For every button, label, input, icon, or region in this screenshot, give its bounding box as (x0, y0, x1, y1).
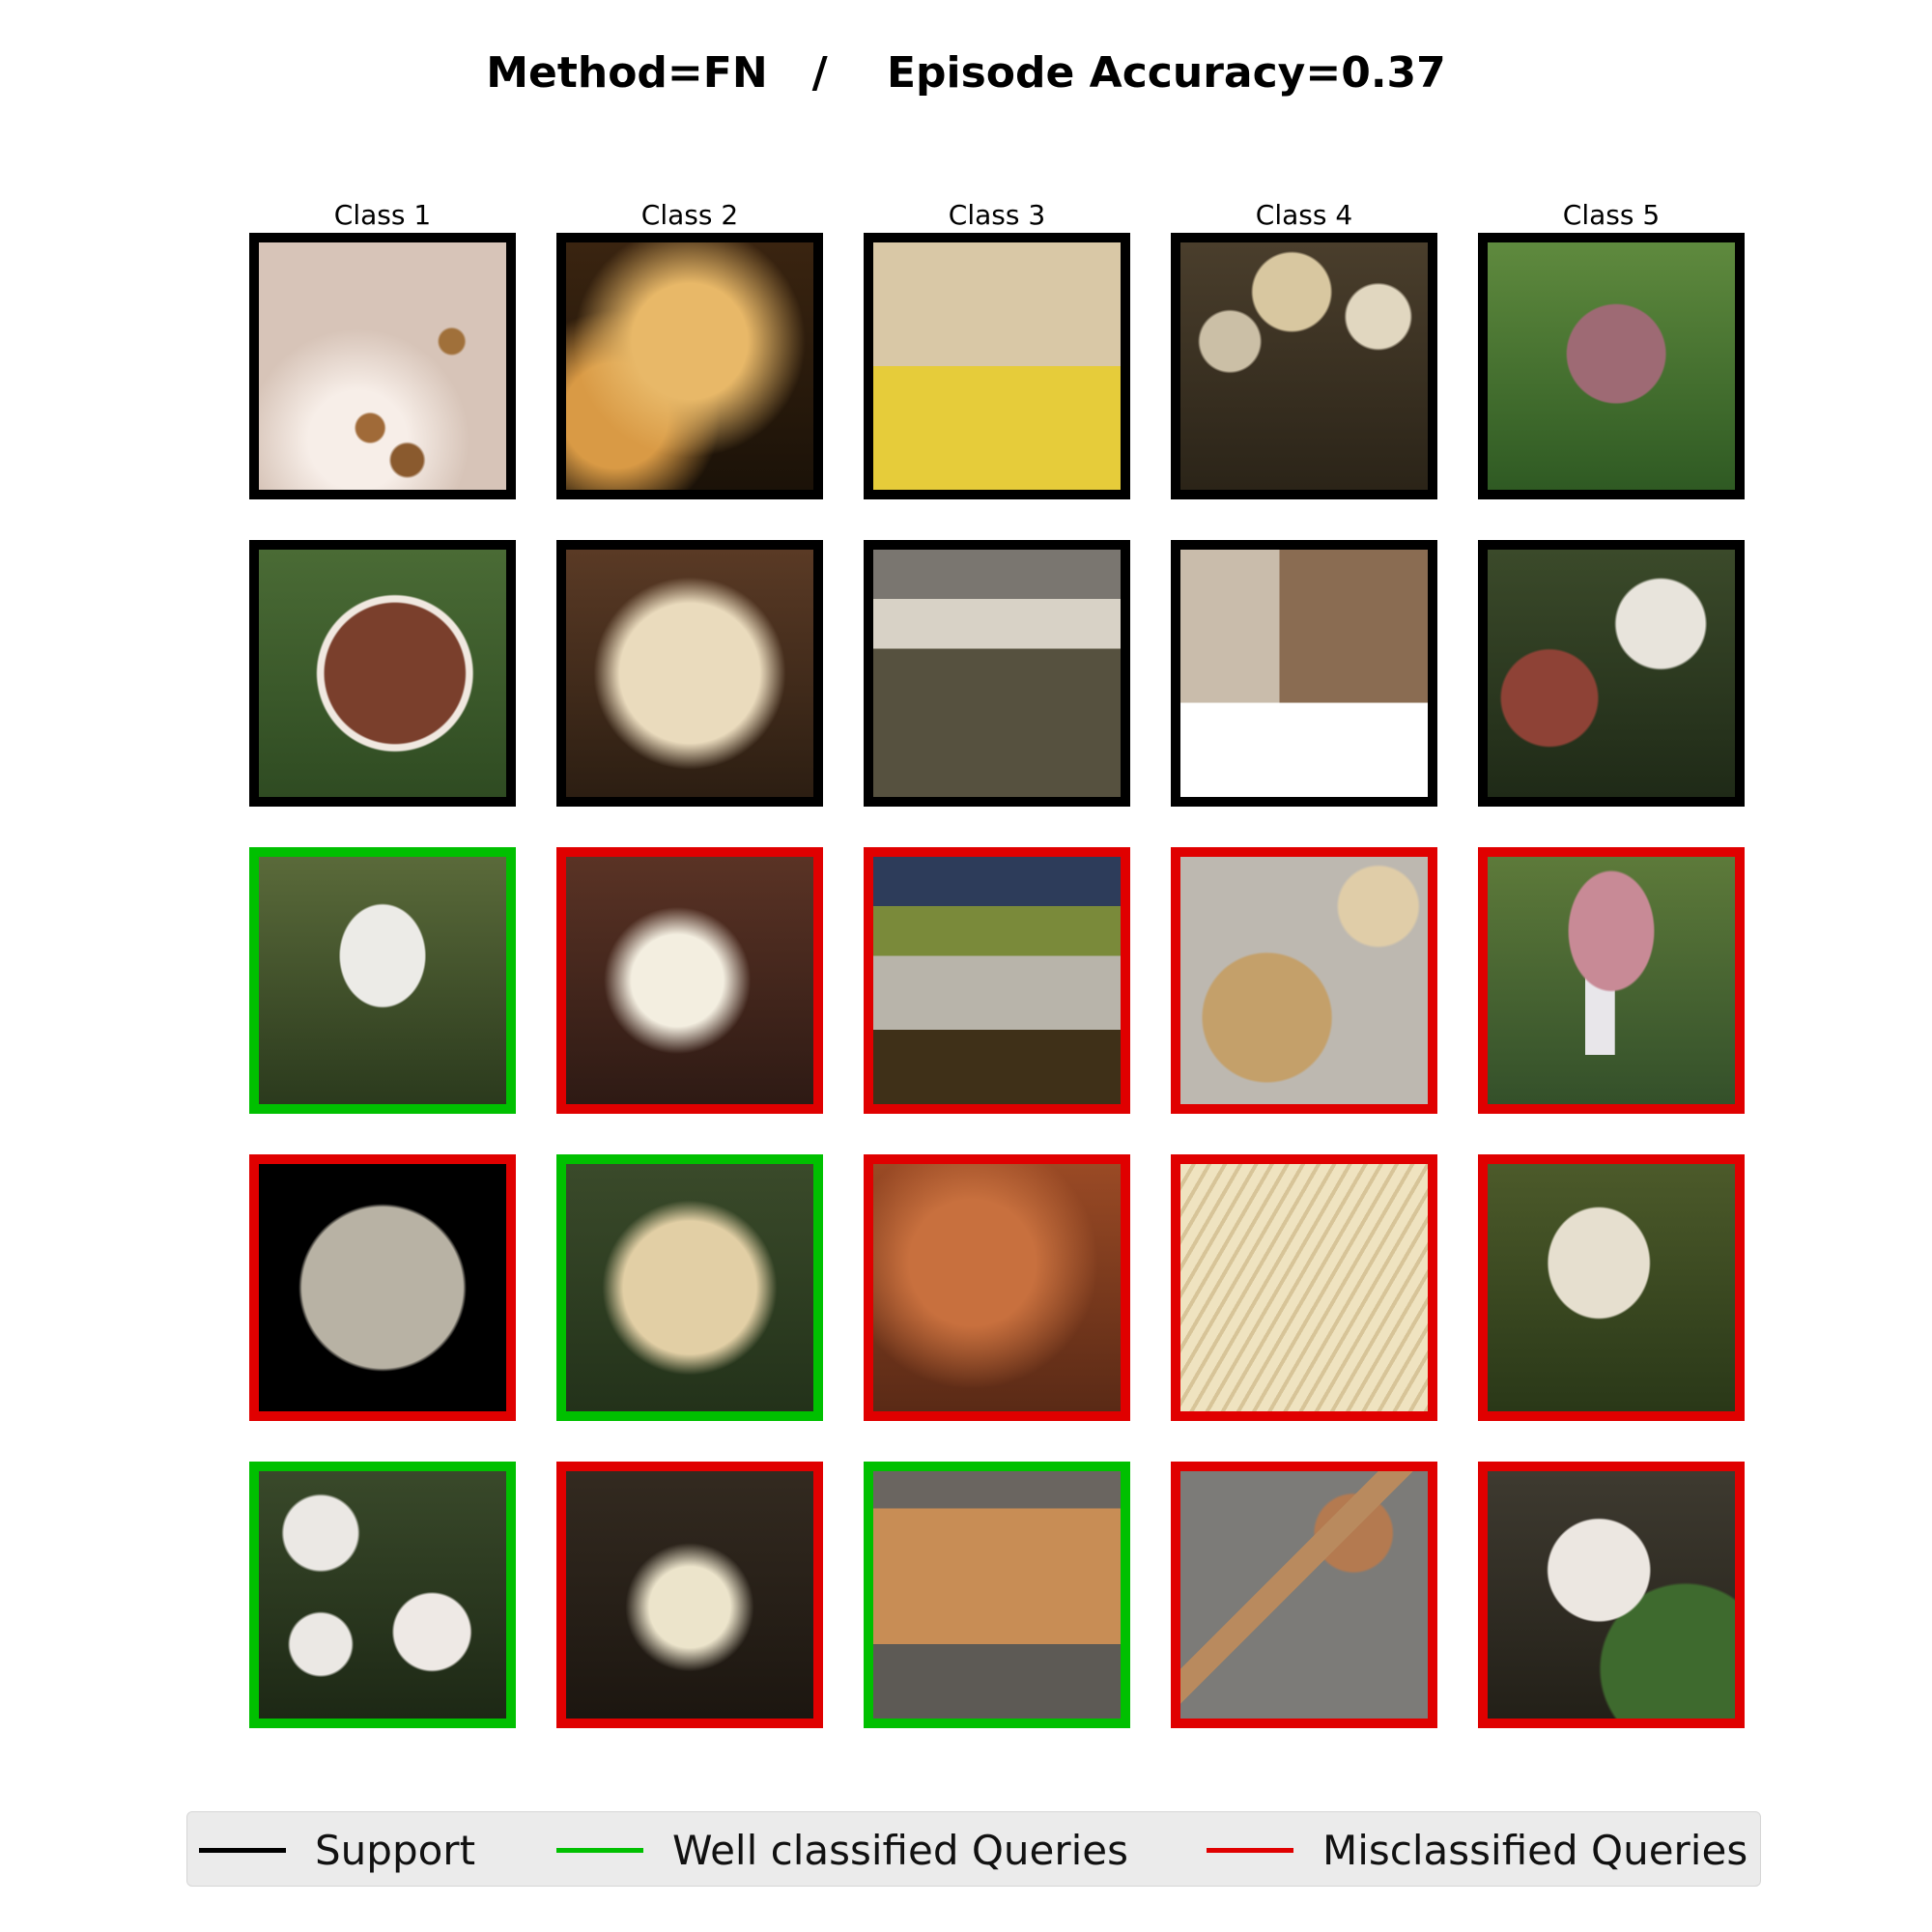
column-label-class-1: Class 1 (333, 199, 432, 231)
brown-gills-mushroom-image (259, 550, 506, 797)
image-tile-support (864, 540, 1130, 807)
image-tile-well-classified (249, 1462, 516, 1728)
image-tile-support (1478, 233, 1745, 499)
microscope-spores-dark-image (259, 1164, 506, 1411)
orange-coral-fungus-image (566, 242, 813, 490)
image-tile-misclassified (1478, 1154, 1745, 1421)
mushroom-on-pavement-image (1180, 1471, 1428, 1719)
legend-item-misclassified: Misclassified Queries (1207, 1812, 1747, 1888)
cream-coral-fungus-moss-image (566, 1164, 813, 1411)
white-coral-fungus-image (566, 857, 813, 1104)
image-tile-well-classified (249, 847, 516, 1114)
image-tile-misclassified (864, 1154, 1130, 1421)
bracket-fungus-on-log-image (873, 857, 1121, 1104)
white-cap-mushroom-image (259, 857, 506, 1104)
legend-label-misclassified: Misclassified Queries (1322, 1826, 1748, 1874)
column-label-class-3: Class 3 (948, 199, 1046, 231)
column-label-class-2: Class 2 (640, 199, 739, 231)
tan-gills-mushroom-image (1180, 857, 1428, 1104)
image-tile-support (556, 540, 823, 807)
legend-item-support: Support (199, 1812, 475, 1888)
image-tile-misclassified (1478, 847, 1745, 1114)
legend-line-misclassified (1207, 1847, 1293, 1853)
red-cap-mushroom-image (1488, 242, 1735, 490)
mushroom-collage-image (1180, 550, 1428, 797)
legend-label-well-classified: Well classified Queries (672, 1826, 1129, 1874)
bracket-fungus-with-ruler-image (873, 242, 1121, 490)
figure-title: Method=FN / Episode Accuracy=0.37 (486, 48, 1446, 98)
image-tile-support (249, 540, 516, 807)
image-tile-support (1171, 540, 1437, 807)
image-tile-support (249, 233, 516, 499)
image-tile-well-classified (556, 1154, 823, 1421)
legend-line-support (199, 1847, 286, 1853)
cream-coral-fungus-image (566, 550, 813, 797)
image-tile-well-classified (864, 1462, 1130, 1728)
column-label-class-5: Class 5 (1562, 199, 1661, 231)
image-tile-misclassified (1171, 1462, 1437, 1728)
image-tile-misclassified (556, 1462, 823, 1728)
image-tile-support (1171, 233, 1437, 499)
group-of-mushrooms-image (1180, 242, 1428, 490)
image-tile-misclassified (1478, 1462, 1745, 1728)
legend-line-well-classified (556, 1847, 643, 1853)
white-button-mushrooms-image (259, 1471, 506, 1719)
orange-crust-fungus-image (873, 1164, 1121, 1411)
shelf-fungus-in-grass-image (873, 550, 1121, 797)
legend-item-well-classified: Well classified Queries (556, 1812, 1128, 1888)
gills-closeup-image (1180, 1164, 1428, 1411)
legend-label-support: Support (315, 1826, 476, 1874)
image-tile-misclassified (1171, 847, 1437, 1114)
column-label-class-4: Class 4 (1255, 199, 1353, 231)
image-tile-support (556, 233, 823, 499)
image-tile-misclassified (1171, 1154, 1437, 1421)
orange-crust-on-log-image (873, 1471, 1121, 1719)
image-tile-support (864, 233, 1130, 499)
image-tile-misclassified (249, 1154, 516, 1421)
white-mushroom-moss-image (1488, 1164, 1735, 1411)
microscope-spores-image (259, 242, 506, 490)
red-caps-white-stems-image (1488, 550, 1735, 797)
white-coral-fungus-ground-image (566, 1471, 813, 1719)
legend: Support Well classified Queries Misclass… (186, 1811, 1761, 1887)
image-tile-misclassified (556, 847, 823, 1114)
pink-cap-mushroom-image (1488, 857, 1735, 1104)
image-tile-support (1478, 540, 1745, 807)
white-mushroom-leaves-image (1488, 1471, 1735, 1719)
image-tile-misclassified (864, 847, 1130, 1114)
